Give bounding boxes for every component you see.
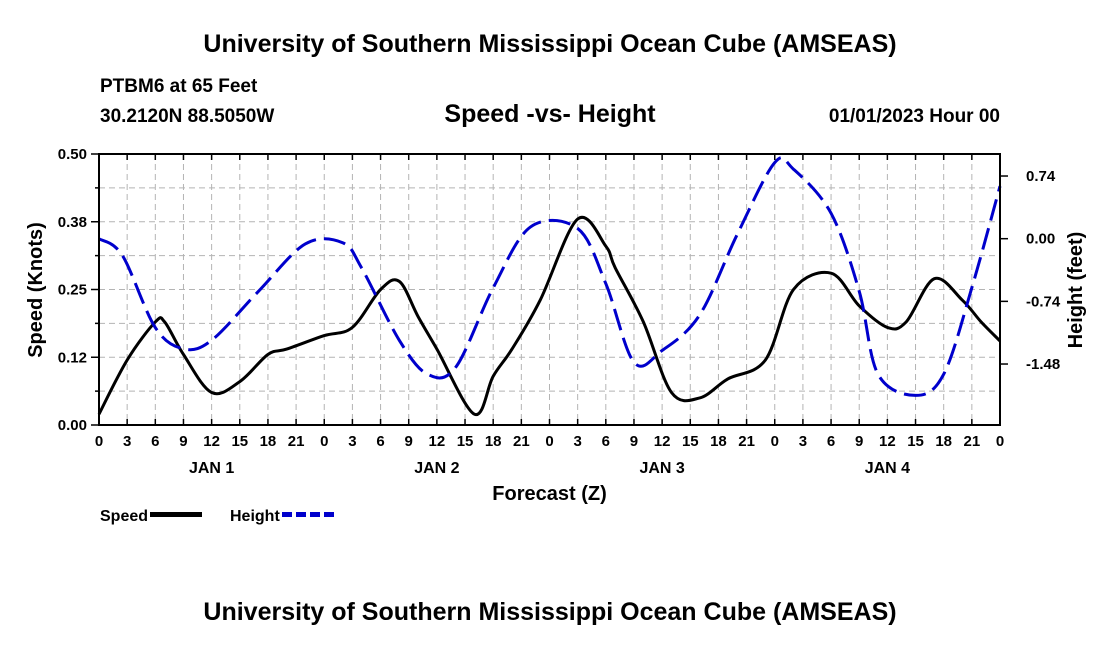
station-label: PTBM6 at 65 Feet [100, 76, 258, 97]
y2-tick-label: -0.74 [1026, 293, 1061, 310]
x-tick-label: 0 [95, 433, 103, 450]
day-label: JAN 4 [865, 460, 910, 477]
x-tick-label: 9 [630, 433, 638, 450]
station-coordinates: 30.2120N 88.5050W [100, 106, 275, 127]
x-tick-label: 0 [996, 433, 1004, 450]
forecast-timestamp: 01/01/2023 Hour 00 [828, 106, 1000, 127]
legend-height-label: Height [230, 508, 280, 525]
series-line-height [98, 156, 1002, 397]
y-tick-label: 0.12 [58, 349, 87, 366]
x-axis-title: Forecast (Z) [492, 483, 606, 505]
x-tick-label: 21 [738, 433, 755, 450]
x-tick-label: 12 [654, 433, 671, 450]
x-tick-label: 3 [348, 433, 356, 450]
legend-speed-swatch [150, 512, 203, 518]
series-line-speed [97, 215, 1002, 416]
x-tick-label: 9 [855, 433, 863, 450]
legend-speed-label: Speed [100, 508, 149, 525]
x-tick-label: 6 [376, 433, 384, 450]
x-tick-label: 12 [879, 433, 896, 450]
y2-tick-label: -1.48 [1026, 356, 1060, 373]
x-tick-label: 18 [710, 433, 727, 450]
axis-layer: 0 3 6 9 12 15 18 21 0 3 6 9 12 15 18 21 0 3 6 9 12 15 18 21 0 3 6 9… [58, 146, 1061, 477]
x-tick-label: 18 [485, 433, 502, 450]
x-tick-label: 18 [260, 433, 277, 450]
y-axis-title: Speed (Knots) [25, 222, 47, 358]
x-tick-label: 3 [799, 433, 807, 450]
chart-title: Speed -vs- Height [444, 100, 656, 128]
x-tick-label: 12 [203, 433, 220, 450]
footer-title: University of Southern Mississippi Ocean… [203, 598, 897, 626]
y2-tick-label: 0.00 [1026, 231, 1055, 248]
y-tick-label: 0.00 [58, 417, 87, 434]
x-tick-label: 9 [179, 433, 187, 450]
x-tick-label: 9 [405, 433, 413, 450]
x-tick-label: 21 [513, 433, 530, 450]
x-tick-label: 0 [545, 433, 553, 450]
x-tick-label: 21 [288, 433, 305, 450]
x-tick-label: 18 [935, 433, 952, 450]
legend-speed: Speed [100, 508, 203, 526]
x-tick-label: 12 [429, 433, 446, 450]
page-title: University of Southern Mississippi Ocean… [203, 30, 897, 58]
y2-tick-label: 0.74 [1026, 168, 1056, 185]
x-tick-label: 15 [907, 433, 924, 450]
x-tick-label: 3 [573, 433, 581, 450]
grid-layer [99, 154, 1000, 425]
day-label: JAN 2 [414, 460, 459, 477]
x-tick-label: 6 [827, 433, 835, 450]
x-tick-label: 6 [602, 433, 610, 450]
x-tick-label: 15 [231, 433, 248, 450]
y-tick-label: 0.38 [58, 214, 87, 231]
x-tick-label: 15 [457, 433, 474, 450]
x-tick-label: 21 [964, 433, 981, 450]
x-tick-label: 15 [682, 433, 699, 450]
x-tick-label: 6 [151, 433, 159, 450]
day-label: JAN 1 [189, 460, 234, 477]
y-tick-label: 0.50 [58, 146, 87, 163]
series-layer [97, 156, 1002, 416]
legend-height-swatch [281, 512, 334, 518]
day-label: JAN 3 [639, 460, 684, 477]
y-tick-label: 0.25 [58, 282, 87, 299]
x-tick-label: 0 [320, 433, 328, 450]
x-tick-label: 0 [771, 433, 779, 450]
legend-height: Height [230, 508, 334, 526]
y2-axis-title: Height (feet) [1065, 232, 1087, 349]
x-tick-label: 3 [123, 433, 131, 450]
